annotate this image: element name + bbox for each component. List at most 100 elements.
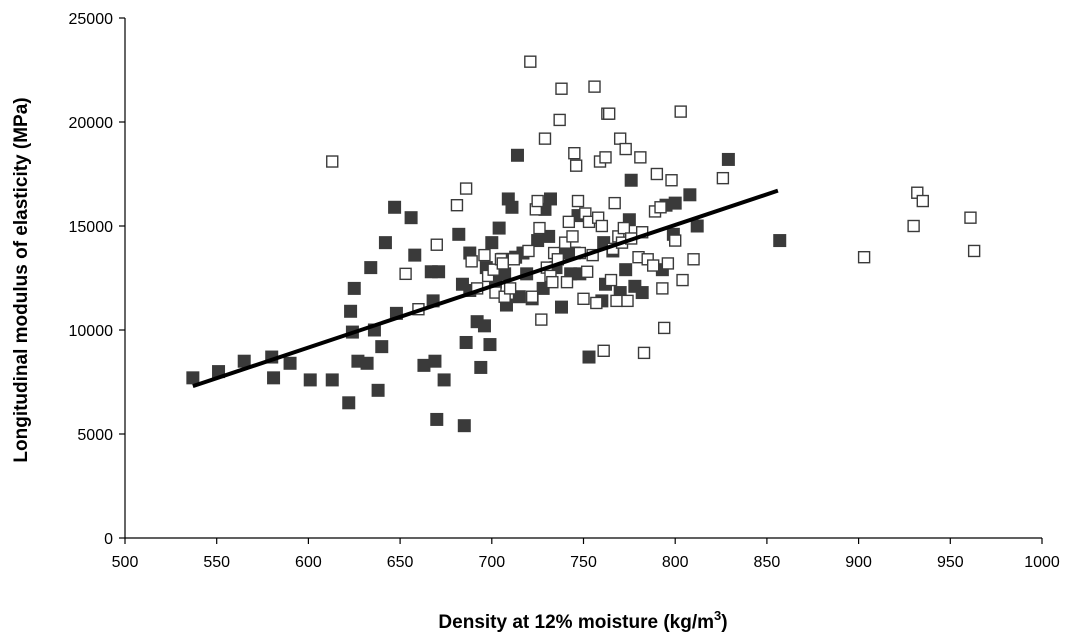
open-square-point (577, 292, 590, 305)
y-tick-label: 20000 (69, 115, 114, 132)
open-square-point (459, 182, 473, 195)
open-square-point (602, 107, 616, 120)
x-tick-label: 850 (754, 554, 781, 571)
open-square-point (646, 259, 660, 272)
open-square-point (617, 221, 631, 235)
open-square-point (522, 244, 535, 258)
x-tick-label: 500 (112, 554, 139, 571)
x-tick-label: 900 (845, 554, 872, 571)
filled-square-point (388, 200, 402, 214)
open-square-point (430, 238, 443, 251)
open-square-point (967, 244, 981, 258)
filled-square-point (498, 267, 512, 281)
open-square-point (716, 171, 730, 185)
filled-square-point (531, 234, 545, 248)
x-tick-label: 950 (937, 554, 964, 571)
filled-square-point (483, 338, 497, 352)
filled-square-point (554, 300, 568, 314)
filled-square-point (347, 281, 361, 295)
open-square-point (553, 113, 566, 127)
y-axis: 0 5000 10000 15000 20000 25000 (69, 11, 126, 548)
open-square-point (399, 267, 412, 281)
open-square-point (599, 151, 612, 164)
open-square-point (588, 80, 601, 93)
open-square-point (535, 313, 548, 326)
trendline-group (192, 188, 779, 389)
open-square-point (654, 201, 667, 214)
filled-square-point (325, 373, 339, 387)
open-square-point (525, 290, 539, 303)
open-square-point (907, 219, 920, 233)
x-tick-label: 1000 (1024, 554, 1060, 571)
open-square-point (524, 55, 537, 68)
x-tick-label: 800 (662, 554, 689, 571)
open-square-point (857, 250, 871, 264)
series-filled-square (186, 148, 787, 433)
filled-square-point (342, 396, 356, 410)
filled-square-point (375, 340, 389, 354)
filled-square-point (303, 373, 317, 387)
filled-square-point (186, 371, 200, 385)
y-tick-label: 15000 (69, 219, 114, 236)
x-tick-label: 750 (570, 554, 597, 571)
open-square-point (621, 294, 634, 308)
x-tick-label: 650 (387, 554, 414, 571)
y-axis-title: Longitudinal modulus of elasticity (MPa) (11, 97, 32, 462)
open-square-point (538, 132, 552, 145)
filled-square-point (721, 152, 735, 166)
filled-square-point (474, 360, 488, 374)
x-tick-label: 700 (478, 554, 505, 571)
open-square-point (604, 273, 618, 287)
filled-square-point (582, 350, 596, 364)
filled-square-point (773, 234, 787, 248)
open-square-point (580, 265, 594, 278)
filled-square-point (430, 412, 444, 426)
filled-square-point (344, 304, 358, 318)
x-axis-title-main: Density at 12% moisture (kg/m (438, 612, 714, 633)
open-square-point (656, 282, 669, 295)
series-open-square (326, 55, 981, 360)
filled-square-point (437, 373, 451, 387)
filled-square-point (485, 236, 499, 250)
x-axis: 500 550 600 650 700 750 800 850 900 950 1000 (112, 537, 1060, 571)
open-square-point (465, 255, 478, 268)
open-square-point (533, 221, 546, 235)
open-square-point (546, 275, 559, 289)
y-tick-label: 0 (104, 531, 113, 548)
filled-square-point (690, 219, 704, 233)
filled-square-point (510, 148, 524, 162)
data-points (186, 55, 981, 433)
filled-square-point (417, 358, 431, 372)
open-square-point (916, 194, 929, 208)
open-square-point (326, 155, 339, 168)
open-square-point (590, 296, 603, 310)
filled-square-point (457, 419, 471, 433)
open-square-point (450, 198, 464, 212)
filled-square-point (459, 335, 473, 349)
open-square-point (610, 294, 623, 308)
y-tick-label: 25000 (69, 11, 114, 28)
open-square-point (478, 248, 491, 262)
y-tick-label: 10000 (69, 323, 114, 340)
open-square-point (661, 257, 675, 270)
open-square-point (558, 236, 572, 249)
x-axis-title-superscript: 3 (714, 608, 721, 623)
filled-square-point (624, 173, 638, 187)
filled-square-point (428, 354, 442, 368)
open-square-point (674, 105, 687, 118)
open-square-point (637, 346, 651, 360)
filled-square-point (371, 383, 385, 397)
y-tick-label: 5000 (77, 427, 113, 444)
open-square-point (676, 273, 689, 287)
trendline (192, 188, 779, 389)
filled-square-point (505, 200, 519, 214)
filled-square-point (452, 227, 466, 241)
filled-square-point (619, 263, 633, 277)
filled-square-point (360, 356, 374, 370)
open-square-point (569, 159, 583, 172)
open-square-point (562, 215, 576, 229)
x-axis-title: Density at 12% moisture (kg/m3) (438, 608, 727, 633)
open-square-point (496, 257, 510, 270)
open-square-point (650, 167, 664, 181)
open-square-point (613, 132, 627, 145)
